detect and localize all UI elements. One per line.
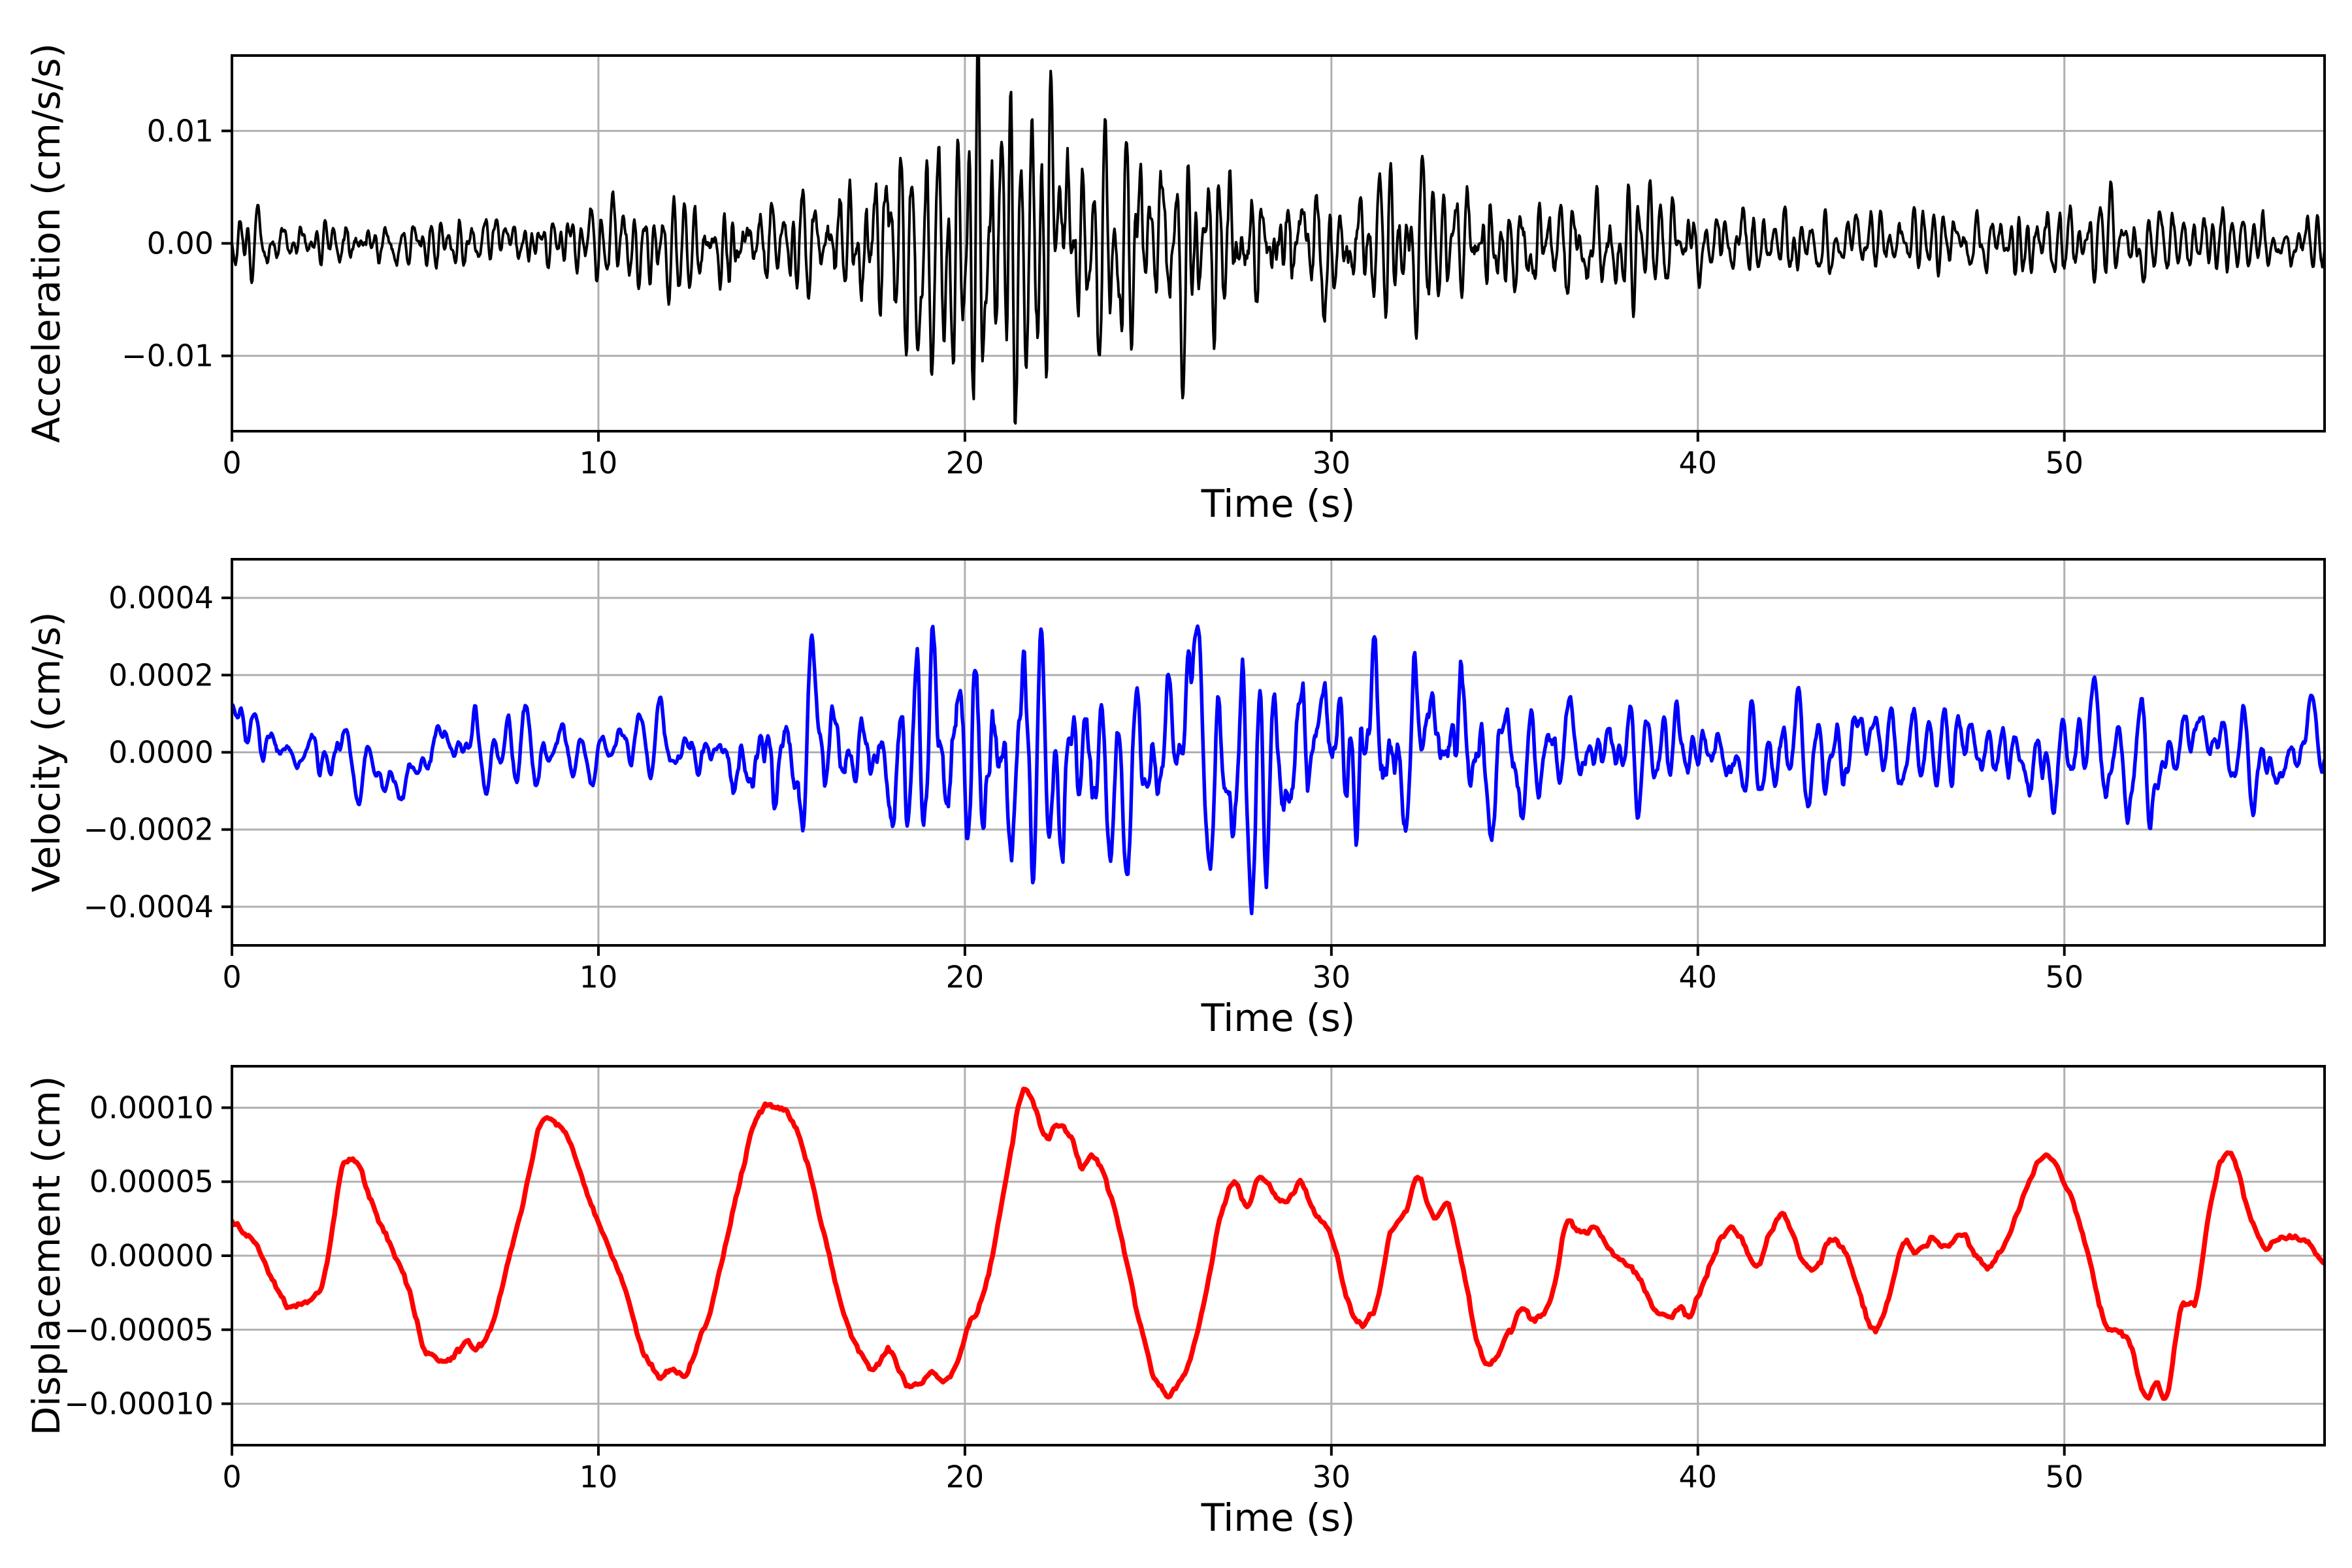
subplot-displacement: 0 10 20 30 40 50 0.00010 0.00005 0.00000 −0.00005… (64, 1065, 2326, 1494)
y-tick-label: 0.00000 (90, 1238, 214, 1273)
x-tick-label: 0 (222, 1459, 241, 1494)
x-tick-label: 20 (946, 445, 985, 480)
velocity-x-axis-label: Time (s) (1201, 996, 1356, 1040)
y-tick-label: 0.00005 (90, 1164, 214, 1200)
displacement-x-axis-label: Time (s) (1201, 1495, 1356, 1540)
x-tick-label: 30 (1313, 1459, 1351, 1494)
x-tick-label: 40 (1679, 445, 1718, 480)
y-tick-label: −0.00010 (64, 1386, 214, 1422)
waveform-acceleration (232, 56, 2325, 425)
x-tick-label: 10 (580, 1459, 618, 1494)
x-tick-label: 40 (1679, 959, 1718, 994)
y-tick-label: 0.0004 (108, 580, 214, 615)
x-tick-label: 50 (2045, 1459, 2083, 1494)
waveform-velocity (232, 624, 2325, 915)
y-tick-label: 0.00 (147, 226, 214, 261)
x-tick-label: 10 (580, 959, 618, 994)
x-tick-label: 50 (2045, 445, 2083, 480)
x-tick-label: 30 (1313, 445, 1351, 480)
displacement-y-axis-label: Displacement (cm) (24, 1075, 69, 1436)
y-tick-label: −0.00005 (64, 1312, 214, 1347)
y-tick-label: 0.00010 (90, 1090, 214, 1125)
y-tick-label: −0.0002 (84, 812, 214, 847)
x-tick-label: 20 (946, 1459, 985, 1494)
waveform-displacement (232, 1086, 2325, 1401)
x-tick-label: 0 (222, 959, 241, 994)
x-tick-label: 10 (580, 445, 618, 480)
y-tick-label: 0.0002 (108, 657, 214, 693)
subplot-acceleration: 0 10 20 30 40 50 0.01 0.00 −0.01 (122, 54, 2326, 480)
acceleration-y-axis-label: Acceleration (cm/s/s) (24, 42, 69, 444)
y-tick-label: −0.01 (122, 338, 214, 374)
x-tick-label: 20 (946, 959, 985, 994)
x-tick-label: 30 (1313, 959, 1351, 994)
x-tick-label: 50 (2045, 959, 2083, 994)
y-tick-label: 0.01 (147, 113, 214, 148)
acceleration-x-axis-label: Time (s) (1201, 482, 1356, 526)
y-tick-label: 0.0000 (108, 735, 214, 770)
x-tick-label: 0 (222, 445, 241, 480)
velocity-y-axis-label: Velocity (cm/s) (24, 612, 69, 892)
y-tick-label: −0.0004 (84, 889, 214, 924)
subplot-velocity: 0 10 20 30 40 50 0.0004 0.0002 0.0000 −0.0002 −0.0… (84, 558, 2326, 994)
x-tick-label: 40 (1679, 1459, 1718, 1494)
